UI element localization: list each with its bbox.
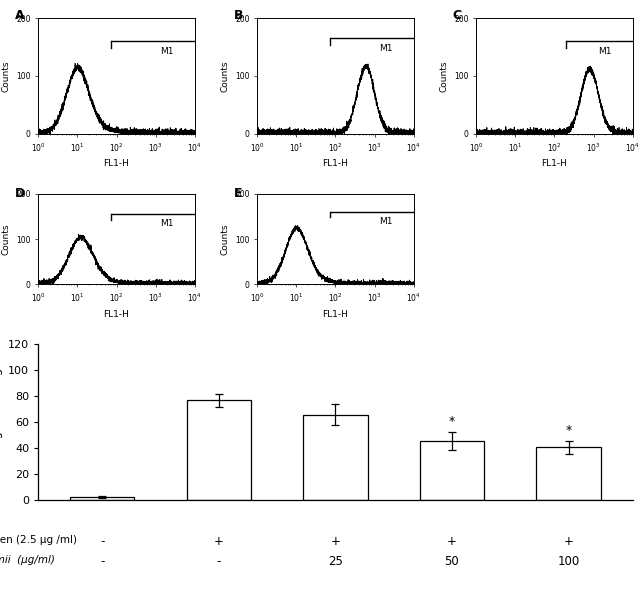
X-axis label: FL1-H: FL1-H: [104, 159, 130, 168]
Text: A: A: [15, 9, 24, 22]
Text: +: +: [330, 535, 341, 548]
Text: M1: M1: [380, 216, 393, 226]
Text: M1: M1: [380, 44, 393, 53]
Y-axis label: Counts: Counts: [2, 60, 11, 92]
Text: +: +: [564, 535, 573, 548]
Bar: [70, 497, 134, 500]
X-axis label: FL1-H: FL1-H: [104, 310, 130, 319]
X-axis label: FL1-H: FL1-H: [541, 159, 567, 168]
Y-axis label: Counts: Counts: [220, 60, 229, 92]
Text: +: +: [214, 535, 224, 548]
Text: *: *: [566, 425, 572, 437]
Y-axis label: Counts: Counts: [440, 60, 449, 92]
Text: 50: 50: [445, 555, 459, 568]
Bar: [420, 441, 484, 500]
Y-axis label: Counts: Counts: [220, 223, 229, 255]
Text: D: D: [15, 187, 25, 200]
Text: E: E: [234, 187, 242, 200]
Bar: [537, 447, 601, 500]
Y-axis label: Fibrinogen Binding: Fibrinogen Binding: [0, 367, 3, 478]
Text: B: B: [234, 9, 243, 22]
Text: P.baumii  (μg/ml): P.baumii (μg/ml): [0, 555, 55, 565]
Text: 100: 100: [557, 555, 580, 568]
Bar: [187, 400, 251, 500]
Text: -: -: [100, 555, 105, 568]
Bar: [304, 415, 367, 500]
Text: 25: 25: [328, 555, 343, 568]
X-axis label: FL1-H: FL1-H: [323, 159, 348, 168]
Text: *: *: [449, 415, 455, 428]
Text: M1: M1: [599, 47, 612, 56]
Y-axis label: Counts: Counts: [2, 223, 11, 255]
Text: C: C: [453, 9, 462, 22]
Text: Collagen (2.5 μg /ml): Collagen (2.5 μg /ml): [0, 535, 77, 545]
Text: -: -: [100, 535, 105, 548]
Text: M1: M1: [160, 47, 174, 56]
Text: +: +: [447, 535, 457, 548]
X-axis label: FL1-H: FL1-H: [323, 310, 348, 319]
Text: M1: M1: [160, 219, 174, 228]
Text: -: -: [217, 555, 221, 568]
